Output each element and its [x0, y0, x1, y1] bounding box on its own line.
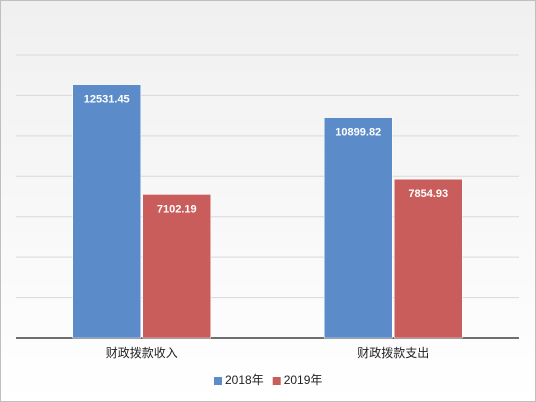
- value-label: 12531.45: [84, 94, 130, 106]
- value-label: 7102.19: [157, 203, 197, 215]
- bar: [394, 178, 463, 339]
- legend-swatch: [214, 377, 222, 385]
- x-tick-label: 财政拨款支出: [357, 346, 429, 360]
- legend-label: 2019年: [284, 373, 323, 387]
- bar: [72, 84, 141, 339]
- bar: [324, 117, 393, 339]
- value-label: 10899.82: [335, 127, 381, 139]
- bar: [142, 194, 211, 339]
- value-label: 7854.93: [408, 188, 448, 200]
- x-tick-label: 财政拨款收入: [106, 346, 178, 360]
- legend-label: 2018年: [225, 373, 264, 387]
- legend-swatch: [272, 377, 281, 385]
